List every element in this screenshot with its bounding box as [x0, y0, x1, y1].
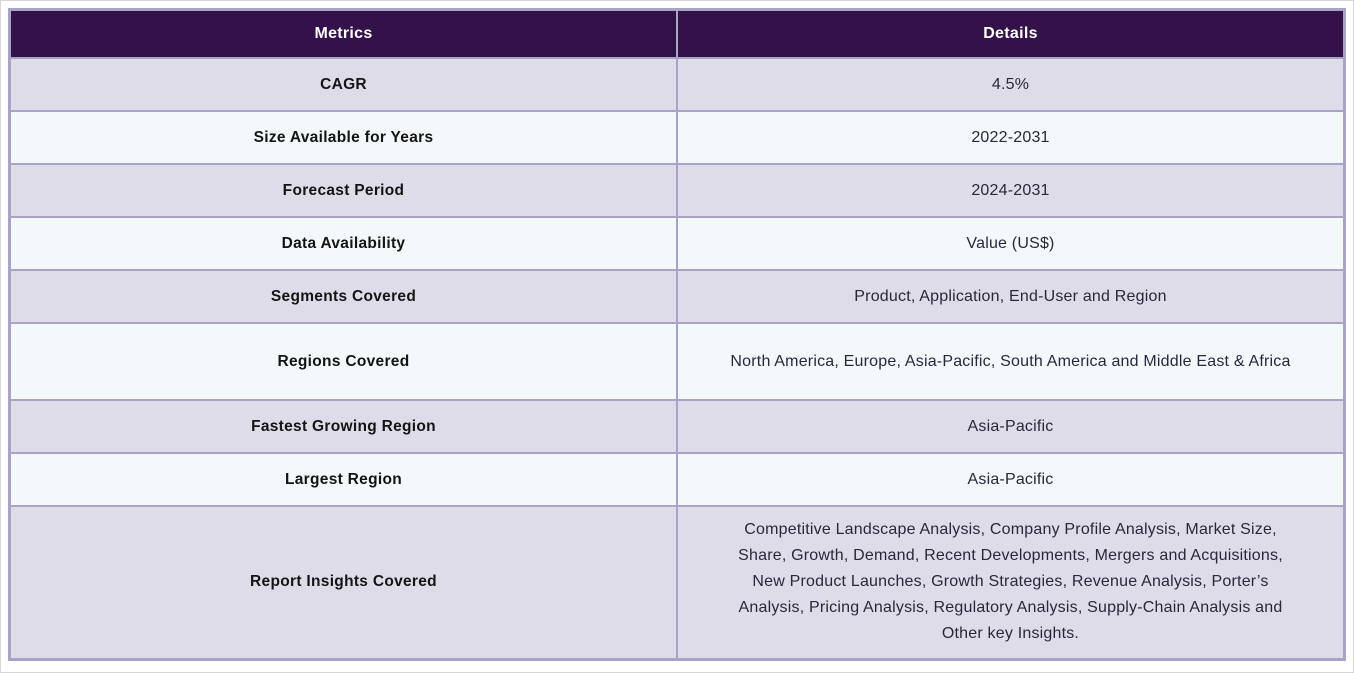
detail-value: Value (US$) — [676, 216, 1346, 271]
metric-label: Regions Covered — [8, 322, 678, 401]
table-header: Metrics Details — [8, 8, 1346, 59]
detail-value: Asia-Pacific — [676, 399, 1346, 454]
metric-label: Forecast Period — [8, 163, 678, 218]
detail-value: Product, Application, End-User and Regio… — [676, 269, 1346, 324]
detail-text: Competitive Landscape Analysis, Company … — [738, 521, 1283, 643]
detail-text: North America, Europe, Asia-Pacific, Sou… — [730, 352, 1291, 370]
detail-value: North America, Europe, Asia-Pacific, Sou… — [676, 322, 1346, 401]
header-row: Metrics Details — [8, 8, 1346, 59]
detail-value: 4.5% — [676, 57, 1346, 112]
metric-label: Data Availability — [8, 216, 678, 271]
detail-value: Asia-Pacific — [676, 452, 1346, 507]
table-row-regions-covered: Regions Covered North America, Europe, A… — [8, 322, 1346, 401]
report-metrics-table: Metrics Details CAGR 4.5% Size Available… — [8, 8, 1346, 661]
detail-value: Competitive Landscape Analysis, Company … — [676, 505, 1346, 660]
metrics-column-header: Metrics — [8, 8, 678, 59]
table-row-data-availability: Data Availability Value (US$) — [8, 216, 1346, 271]
table-row-size-available: Size Available for Years 2022-2031 — [8, 110, 1346, 165]
table-row-forecast-period: Forecast Period 2024-2031 — [8, 163, 1346, 218]
table-body: CAGR 4.5% Size Available for Years 2022-… — [8, 57, 1346, 660]
metric-label: Report Insights Covered — [8, 505, 678, 660]
detail-value: 2022-2031 — [676, 110, 1346, 165]
table-row-report-insights: Report Insights Covered Competitive Land… — [8, 505, 1346, 660]
table-row-segments-covered: Segments Covered Product, Application, E… — [8, 269, 1346, 324]
detail-value: 2024-2031 — [676, 163, 1346, 218]
table-row-largest-region: Largest Region Asia-Pacific — [8, 452, 1346, 507]
table-row-cagr: CAGR 4.5% — [8, 57, 1346, 112]
table-row-fastest-growing-region: Fastest Growing Region Asia-Pacific — [8, 399, 1346, 454]
details-column-header: Details — [676, 8, 1346, 59]
metric-label: Size Available for Years — [8, 110, 678, 165]
metric-label: Fastest Growing Region — [8, 399, 678, 454]
metric-label: Segments Covered — [8, 269, 678, 324]
metric-label: CAGR — [8, 57, 678, 112]
metric-label: Largest Region — [8, 452, 678, 507]
